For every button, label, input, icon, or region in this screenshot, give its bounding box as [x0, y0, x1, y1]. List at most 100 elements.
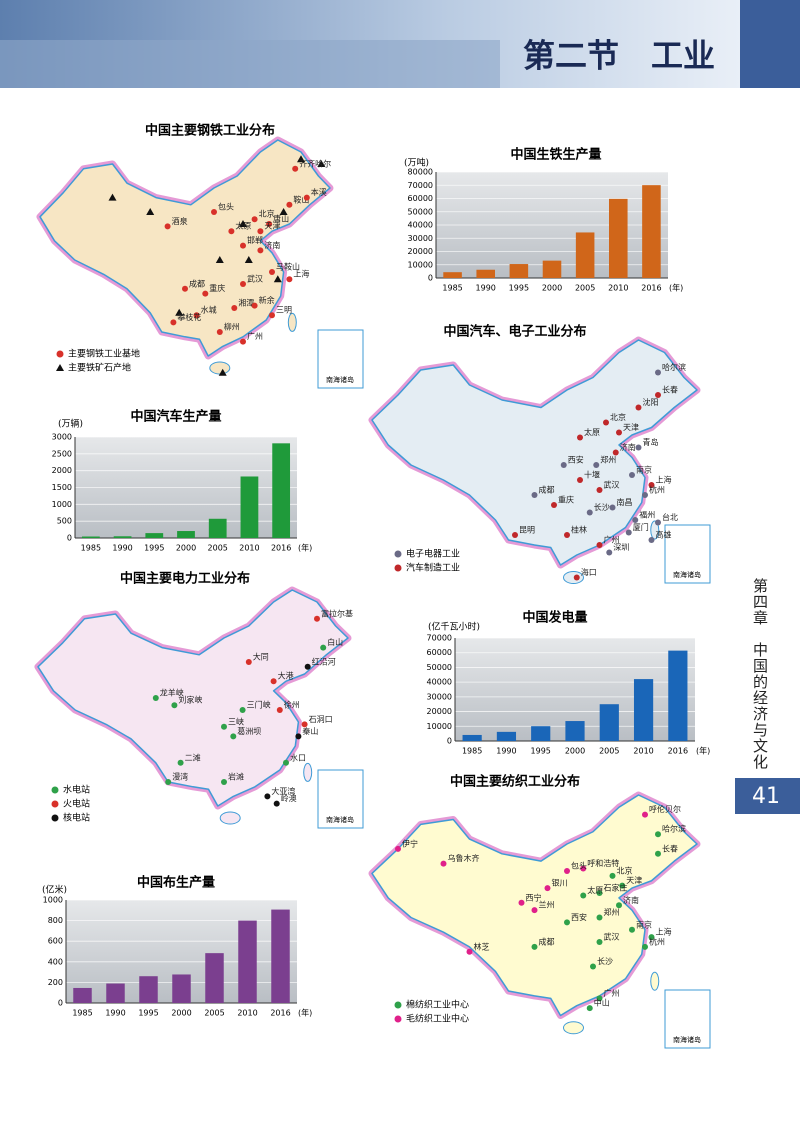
- map-land: [37, 589, 349, 807]
- city-dot: [320, 644, 327, 651]
- city-dot: [609, 872, 616, 879]
- city-dot: [596, 542, 603, 548]
- x-tick-label: 2005: [575, 284, 595, 293]
- city-dot: [596, 914, 603, 921]
- city-dot: [580, 865, 587, 872]
- city-label: 武汉: [247, 274, 263, 284]
- city-label: 天津: [264, 221, 280, 231]
- ore-mark: [297, 155, 305, 163]
- city-dot: [616, 902, 622, 909]
- city-dot: [251, 302, 258, 309]
- city-label: 成都: [539, 485, 555, 495]
- legend-symbol: [51, 786, 59, 794]
- bar: [542, 260, 562, 278]
- city-dot: [286, 276, 293, 283]
- city-dot: [619, 882, 626, 889]
- city-label: 白山: [327, 637, 343, 647]
- legend-label: 主要钢铁工业基地: [68, 348, 140, 360]
- city-label: 银川: [552, 878, 568, 888]
- x-tick-label: 2005: [208, 544, 228, 553]
- legend-label: 核电站: [63, 812, 90, 824]
- city-label: 大亚湾: [271, 786, 295, 796]
- city-dot: [642, 492, 648, 498]
- y-tick-label: 0: [67, 534, 72, 543]
- inset-label: 南海诸岛: [673, 570, 701, 579]
- city-dot: [629, 926, 635, 933]
- bar: [271, 909, 290, 1003]
- city-dot: [286, 201, 293, 208]
- city-label: 包头: [218, 202, 234, 212]
- city-label: 三峡: [228, 716, 244, 726]
- city-label: 兰州: [539, 900, 555, 910]
- city-label: 湘潭: [238, 298, 254, 308]
- legend-symbol: [394, 564, 402, 572]
- city-label: 三明: [276, 306, 292, 315]
- y-tick-label: 10000: [408, 260, 433, 269]
- city-label: 天津: [626, 875, 642, 885]
- ore-mark: [317, 160, 326, 167]
- y-tick-label: 500: [57, 517, 72, 526]
- ore-mark: [215, 256, 224, 263]
- city-label: 刘家峡: [178, 695, 202, 705]
- city-dot: [577, 477, 583, 483]
- city-dot: [170, 319, 177, 326]
- y-tick-label: 40000: [408, 221, 433, 230]
- city-dot: [276, 707, 283, 713]
- city-dot: [531, 943, 538, 950]
- city-dot: [586, 509, 593, 516]
- map-land: [39, 139, 331, 357]
- city-label: 三门峡: [247, 700, 271, 710]
- city-label: 成都: [539, 936, 555, 946]
- y-tick-label: 3000: [52, 433, 72, 442]
- city-dot: [593, 462, 600, 468]
- bar: [633, 679, 654, 741]
- city-label: 天津: [623, 422, 639, 432]
- city-label: 郑州: [600, 455, 616, 465]
- city-label: 青岛: [643, 437, 659, 447]
- legend-symbol: [394, 550, 402, 558]
- maps: 南海诸岛中国主要钢铁工业分布齐齐哈尔鞍山本溪包头北京唐山天津太原邯郸酒泉济南武汉…: [34, 123, 711, 1049]
- city-label: 岭澳: [281, 793, 297, 803]
- ore-mark: [279, 208, 288, 215]
- city-dot: [655, 369, 661, 376]
- city-label: 南京: [636, 919, 652, 929]
- city-label: 葛洲坝: [237, 726, 261, 736]
- inset-box: [664, 989, 711, 1049]
- legend-label: 电子电器工业: [406, 548, 460, 560]
- city-dot: [655, 831, 661, 838]
- ore-mark: [146, 208, 155, 215]
- x-tick-label: 2000: [176, 544, 196, 553]
- city-dot: [564, 532, 570, 538]
- page-number: 41: [752, 784, 780, 809]
- city-dot: [642, 811, 648, 818]
- city-label: 长沙: [597, 956, 613, 966]
- x-tick-label: 2016: [668, 747, 688, 756]
- island: [303, 762, 313, 782]
- city-dot: [616, 429, 622, 436]
- city-label: 呼和浩特: [587, 858, 619, 868]
- city-label: 南京: [636, 465, 652, 475]
- chart-title: 中国生铁生产量: [510, 147, 601, 163]
- city-label: 武汉: [604, 932, 620, 942]
- bar: [106, 983, 125, 1003]
- city-dot: [655, 519, 661, 526]
- bar: [205, 953, 224, 1003]
- y-axis-label: (万吨): [404, 157, 429, 169]
- city-label: 水城: [201, 305, 217, 315]
- header-tab: [740, 0, 800, 88]
- city-dot: [228, 228, 235, 235]
- city-dot: [240, 281, 246, 287]
- city-label: 本溪: [311, 187, 327, 197]
- x-tick-label: 2005: [599, 747, 619, 756]
- bar: [531, 726, 551, 741]
- legend-symbol: [394, 1001, 402, 1009]
- x-tick-label: 2016: [270, 1009, 290, 1018]
- city-dot: [573, 574, 580, 581]
- map-land: [371, 339, 698, 566]
- map-title: 中国主要纺织工业分布: [450, 774, 580, 790]
- city-label: 郑州: [604, 907, 620, 917]
- city-label: 大同: [253, 652, 269, 662]
- bar: [642, 185, 661, 278]
- city-dot: [551, 502, 557, 508]
